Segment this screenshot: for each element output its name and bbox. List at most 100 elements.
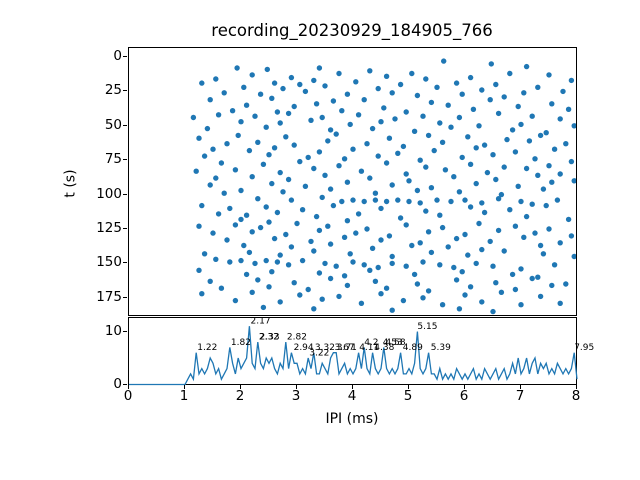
scatter-point: [414, 92, 421, 99]
scatter-point: [571, 123, 576, 129]
peak-annotation: 3.67: [335, 343, 355, 353]
x-tick-mark: [464, 385, 465, 389]
scatter-point: [347, 251, 353, 257]
scatter-point: [549, 282, 555, 289]
scatter-point: [493, 81, 499, 88]
scatter-point: [490, 152, 496, 158]
scatter-point: [218, 160, 225, 166]
scatter-plot: [190, 58, 576, 315]
scatter-point: [255, 277, 261, 283]
scatter-point: [313, 101, 320, 107]
scatter-point: [364, 141, 370, 147]
peak-annotation: 5.39: [431, 343, 451, 353]
scatter-point: [563, 141, 569, 147]
scatter-point: [535, 274, 541, 280]
scatter-point: [504, 136, 510, 143]
scatter-point: [269, 95, 275, 101]
scatter-point: [543, 130, 549, 136]
y-tick-label: 175: [96, 288, 122, 305]
scatter-point: [518, 198, 524, 205]
histogram-plot: 1.22 1.82 2.17 2.322.33 2.822.943.223.32 3.67…: [129, 317, 594, 386]
scatter-point: [234, 65, 240, 71]
scatter-point: [257, 224, 264, 231]
peak-annotation: 4.2: [364, 338, 378, 348]
scatter-point: [431, 147, 437, 154]
scatter-point: [565, 216, 572, 223]
scatter-point: [568, 233, 575, 239]
scatter-point: [392, 116, 398, 122]
scatter-point: [260, 161, 267, 167]
scatter-point: [325, 138, 331, 144]
scatter-point: [521, 90, 527, 96]
x-tick-label: 1: [179, 388, 189, 404]
scatter-point: [507, 70, 513, 77]
scatter-point: [297, 292, 303, 298]
scatter-point: [479, 299, 485, 305]
scatter-point: [378, 205, 384, 212]
scatter-point: [557, 116, 563, 122]
scatter-point: [207, 182, 213, 188]
scatter-point: [459, 154, 465, 161]
x-tick-label: 3: [291, 388, 301, 404]
scatter-point: [381, 105, 387, 111]
scatter-point: [322, 172, 328, 178]
peak-annotation: 3.71: [337, 343, 357, 353]
scatter-point: [378, 291, 384, 297]
scatter-point: [537, 293, 544, 300]
scatter-point: [467, 161, 474, 167]
y-tick-mark: [123, 296, 127, 298]
scatter-point: [297, 81, 303, 88]
peak-annotation: 5.15: [417, 322, 437, 332]
scatter-point: [509, 127, 516, 133]
scatter-point: [316, 270, 323, 276]
scatter-point: [425, 229, 432, 235]
scatter-point: [451, 264, 457, 271]
scatter-point: [218, 285, 225, 291]
scatter-point: [389, 182, 395, 188]
scatter-point: [389, 90, 395, 96]
scatter-point: [425, 132, 432, 139]
scatter-point: [423, 164, 429, 170]
scatter-point: [227, 205, 233, 212]
scatter-point: [341, 234, 348, 240]
histogram-line: [129, 326, 578, 386]
scatter-point: [269, 180, 275, 187]
scatter-point: [411, 271, 418, 278]
scatter-point: [243, 212, 250, 218]
peak-annotation: 2.33: [260, 333, 280, 343]
scatter-point: [271, 145, 278, 151]
scatter-point: [495, 227, 502, 234]
scatter-point: [361, 198, 367, 205]
scatter-point: [207, 97, 213, 103]
scatter-point: [196, 223, 202, 229]
scatter-point: [210, 146, 216, 152]
scatter-point: [535, 172, 541, 178]
peak-annotation: 1.22: [197, 343, 217, 353]
scatter-point: [439, 224, 446, 231]
y-tick-label: 100: [96, 185, 122, 202]
scatter-point: [196, 135, 202, 141]
scatter-point: [383, 73, 390, 79]
scatter-point: [473, 145, 479, 151]
scatter-point: [297, 158, 303, 165]
scatter-point: [498, 191, 505, 198]
scatter-point: [358, 168, 365, 174]
scatter-point: [428, 99, 435, 106]
scatter-point: [535, 84, 541, 90]
scatter-point: [428, 249, 435, 256]
scatter-point: [319, 114, 325, 121]
scatter-point: [568, 158, 575, 165]
scatter-point: [546, 72, 552, 78]
scatter-point: [327, 127, 334, 133]
scatter-point: [434, 84, 440, 90]
scatter-point: [465, 252, 471, 258]
scatter-point: [417, 157, 423, 163]
scatter-point: [291, 142, 297, 148]
scatter-point: [518, 302, 524, 308]
y-tick-label: 75: [104, 151, 122, 168]
scatter-point: [364, 226, 370, 232]
peak-annotation: 4.58: [386, 338, 406, 348]
scatter-point: [515, 183, 521, 189]
scatter-point: [532, 156, 538, 162]
scatter-point: [479, 87, 485, 93]
